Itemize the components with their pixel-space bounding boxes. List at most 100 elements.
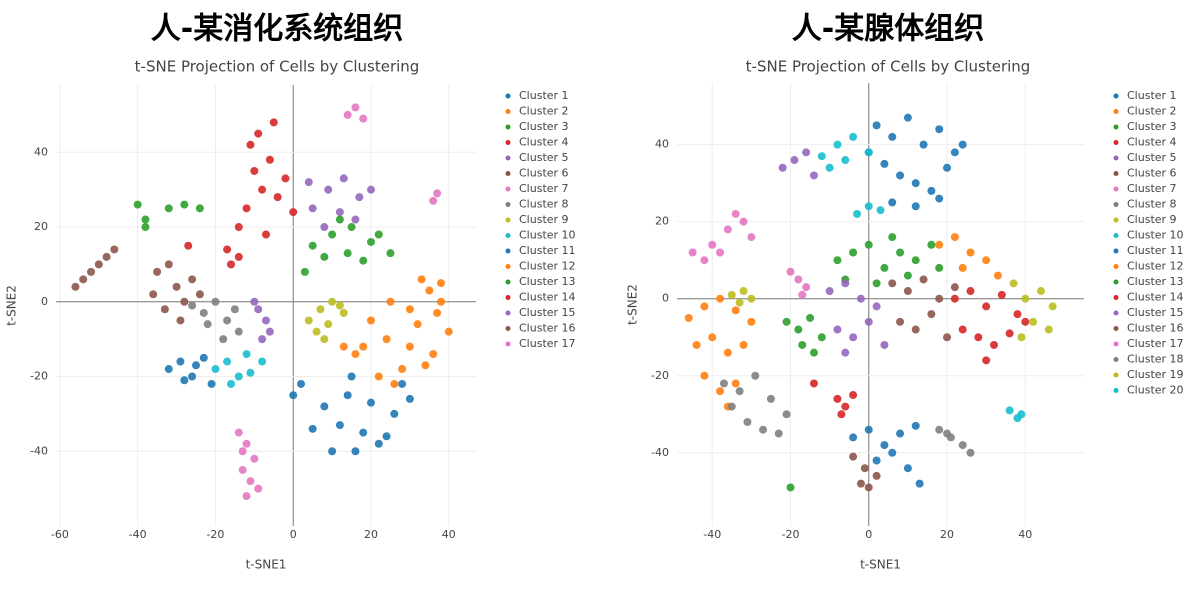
point — [817, 152, 826, 161]
point — [429, 350, 438, 359]
legend-marker — [505, 109, 511, 114]
legend-item[interactable]: Cluster 11 — [1113, 244, 1184, 257]
point — [141, 215, 150, 224]
legend-item[interactable]: Cluster 13 — [1113, 275, 1184, 288]
point — [227, 260, 235, 269]
point — [258, 357, 267, 366]
legend-item[interactable]: Cluster 18 — [1113, 353, 1184, 366]
legend-item[interactable]: Cluster 4 — [505, 136, 569, 149]
point — [308, 241, 317, 250]
legend-item[interactable]: Cluster 9 — [505, 213, 569, 226]
x-tick-label: 0 — [290, 528, 297, 541]
point — [262, 316, 270, 325]
legend-marker — [1113, 140, 1119, 145]
legend-item[interactable]: Cluster 3 — [505, 120, 569, 133]
legend-item[interactable]: Cluster 5 — [505, 151, 569, 164]
point — [164, 260, 173, 269]
point — [1017, 333, 1026, 342]
legend-label: Cluster 12 — [1127, 260, 1184, 273]
legend-item[interactable]: Cluster 2 — [505, 105, 569, 118]
point — [1005, 329, 1014, 338]
legend-item[interactable]: Cluster 3 — [1113, 120, 1177, 133]
point — [708, 333, 717, 342]
legend-label: Cluster 5 — [1127, 151, 1177, 164]
legend-item[interactable]: Cluster 17 — [1113, 337, 1184, 350]
point — [234, 327, 243, 336]
point — [304, 178, 313, 187]
point — [417, 275, 426, 284]
point — [935, 294, 944, 303]
point — [289, 391, 298, 400]
point — [817, 333, 826, 342]
legend-marker — [505, 295, 511, 300]
legend-item[interactable]: Cluster 1 — [505, 89, 569, 102]
legend-item[interactable]: Cluster 14 — [505, 291, 576, 304]
point — [786, 267, 795, 276]
point — [339, 174, 348, 183]
point — [359, 428, 368, 437]
legend-item[interactable]: Cluster 1 — [1113, 89, 1177, 102]
legend-item[interactable]: Cluster 12 — [1113, 260, 1184, 273]
legend-item[interactable]: Cluster 15 — [1113, 306, 1184, 319]
legend-item[interactable]: Cluster 16 — [505, 322, 576, 335]
legend-item[interactable]: Cluster 11 — [505, 244, 576, 257]
point — [180, 200, 189, 209]
legend-item[interactable]: Cluster 14 — [1113, 291, 1184, 304]
point — [195, 290, 204, 299]
point — [328, 297, 337, 306]
legend-marker — [1113, 248, 1119, 254]
point — [966, 287, 975, 296]
legend-label: Cluster 8 — [1127, 198, 1177, 211]
legend-item[interactable]: Cluster 5 — [1113, 151, 1177, 164]
legend-item[interactable]: Cluster 20 — [1113, 384, 1184, 397]
point — [747, 294, 756, 303]
x-tick-label: 0 — [865, 528, 872, 541]
point — [731, 209, 740, 218]
point — [335, 208, 344, 217]
legend-item[interactable]: Cluster 10 — [505, 229, 576, 242]
point — [335, 421, 344, 430]
point — [809, 171, 818, 180]
legend-item[interactable]: Cluster 7 — [505, 182, 569, 195]
point — [731, 306, 740, 315]
legend-item[interactable]: Cluster 7 — [1113, 182, 1177, 195]
legend-item[interactable]: Cluster 6 — [505, 167, 569, 180]
point — [849, 132, 858, 141]
legend-item[interactable]: Cluster 4 — [1113, 136, 1177, 149]
point — [864, 483, 873, 492]
legend-item[interactable]: Cluster 13 — [505, 275, 576, 288]
legend-marker — [1113, 310, 1119, 316]
point — [180, 376, 189, 385]
legend-marker — [1113, 295, 1119, 300]
point — [160, 305, 169, 314]
point — [246, 140, 255, 149]
point — [405, 305, 414, 314]
legend-item[interactable]: Cluster 15 — [505, 306, 576, 319]
legend-item[interactable]: Cluster 10 — [1113, 229, 1184, 242]
legend-marker — [1113, 264, 1119, 269]
point — [254, 305, 263, 314]
legend-item[interactable]: Cluster 16 — [1113, 322, 1184, 335]
legend-item[interactable]: Cluster 2 — [1113, 105, 1177, 118]
legend-marker — [1113, 388, 1119, 393]
point — [386, 249, 395, 258]
point — [716, 387, 725, 396]
legend-label: Cluster 3 — [1127, 120, 1177, 133]
legend-item[interactable]: Cluster 8 — [505, 198, 569, 211]
legend-label: Cluster 6 — [519, 167, 569, 180]
legend-item[interactable]: Cluster 12 — [505, 260, 576, 273]
legend-item[interactable]: Cluster 8 — [1113, 198, 1177, 211]
point — [351, 103, 360, 112]
legend-item[interactable]: Cluster 9 — [1113, 213, 1177, 226]
point — [94, 260, 103, 269]
point — [176, 316, 185, 325]
legend-label: Cluster 12 — [519, 260, 576, 273]
point — [880, 263, 889, 272]
legend-marker — [505, 217, 511, 223]
point — [347, 223, 356, 232]
legend-item[interactable]: Cluster 17 — [505, 337, 576, 350]
legend-label: Cluster 2 — [1127, 105, 1177, 118]
legend-item[interactable]: Cluster 19 — [1113, 368, 1184, 381]
legend-item[interactable]: Cluster 6 — [1113, 167, 1177, 180]
legend-label: Cluster 18 — [1127, 353, 1184, 366]
